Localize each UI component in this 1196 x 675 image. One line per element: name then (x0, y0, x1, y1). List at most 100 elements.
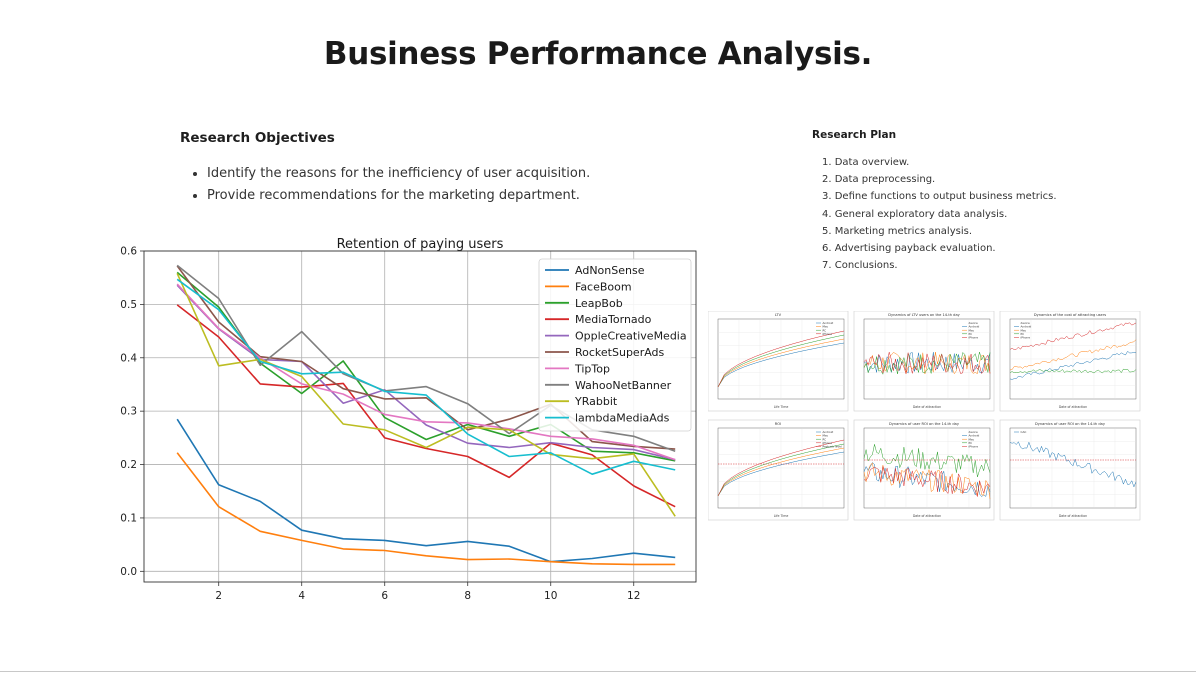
series-line-lambdaMediaAds (176, 278, 676, 475)
y-tick-label: 0.6 (120, 246, 137, 258)
x-tick-label: 6 (381, 590, 388, 602)
thumbnail-series-Mac (863, 351, 991, 375)
legend-label-WahooNetBanner: WahooNetBanner (575, 379, 672, 392)
objectives-heading: Research Objectives (180, 130, 335, 146)
plan-item: 3. Define functions to output business m… (822, 191, 1057, 203)
thumbnail-series-iPhone (863, 466, 991, 497)
legend-label-YRabbit: YRabbit (574, 395, 618, 408)
x-tick-label: 8 (464, 590, 471, 602)
thumbnail-legend-label: Payback level (823, 445, 842, 449)
plan-item: 5. Marketing metrics analysis. (822, 225, 972, 237)
thumbnail-legend-label: Mac (969, 437, 975, 441)
legend-box (538, 258, 692, 432)
thumbnail-legend-label: iPhone (969, 445, 979, 449)
thumbnail-panel: Dynamics of user ROI on the 14-th day Dat… (853, 419, 995, 521)
legend-label-OppleCreativeMedia: OppleCreativeMedia (575, 330, 687, 343)
plan-heading: Research Plan (812, 129, 897, 141)
thumbnail-legend-label: Android (823, 430, 834, 434)
thumbnail-series-iPhone (1009, 322, 1137, 350)
legend-label-lambdaMediaAds: lambdaMediaAds (575, 412, 670, 425)
thumbnail-series-PC (717, 443, 845, 497)
x-tick-label: 4 (298, 590, 305, 602)
thumbnail-legend-label: iPhone (1021, 336, 1031, 340)
thumbnail-frame (999, 419, 1141, 521)
thumbnail-legend-label: device (1021, 321, 1030, 325)
y-tick-label: 0.5 (120, 299, 137, 311)
thumbnail-series-PC (863, 444, 991, 478)
legend-label-FaceBoom: FaceBoom (575, 280, 632, 293)
thumbnail-series-PC (1009, 368, 1137, 374)
series-line-RocketSuperAds (176, 265, 676, 450)
objectives-list: Identify the reasons for the inefficienc… (189, 163, 590, 207)
legend-label-AdNonSense: AdNonSense (575, 264, 645, 277)
thumbnail-legend-label: Android (1021, 325, 1032, 329)
thumbnail-title: ROI (775, 422, 781, 426)
thumbnail-title: LTV (775, 313, 782, 317)
plan-item: 1. Data overview. (822, 157, 910, 168)
thumbnail-legend-label: Android (969, 434, 980, 438)
thumbnail-series-PC (863, 351, 991, 375)
thumbnail-xlabel: Date of attraction (1059, 405, 1087, 409)
chart-title: Retention of paying users (337, 237, 504, 252)
thumbnail-xlabel: Life Time (774, 514, 789, 518)
thumbnail-panel: Dynamics of LTV users on the 14-th day Da… (853, 311, 995, 412)
legend-label-RocketSuperAds: RocketSuperAds (575, 346, 665, 359)
thumbnail-series-Mac (717, 447, 845, 497)
thumbnail-series-Mac (717, 338, 845, 388)
thumbnail-panel: Dynamics of the cost of attracting users… (999, 311, 1141, 412)
thumbnail-series-Android (717, 342, 845, 388)
plan-item: 7. Conclusions. (822, 260, 898, 272)
thumbnail-series-iPhone (717, 330, 845, 388)
thumbnail-frame (853, 419, 995, 521)
y-tick-label: 0.2 (120, 459, 137, 471)
objective-item: Provide recommendations for the marketin… (207, 185, 590, 207)
thumbnail-panel: Dynamics of user ROI on the 14-th day Dat… (999, 419, 1141, 521)
thumbnail-series-PC (717, 334, 845, 388)
thumbnail-legend-label: iPhone (823, 332, 833, 336)
thumbnail-legend-label: Mac (969, 328, 975, 332)
thumbnail-title: Dynamics of user ROI on the 14-th day (1035, 422, 1106, 426)
series-line-LeapBob (176, 271, 676, 462)
thumbnail-xlabel: Life Time (774, 405, 789, 409)
thumbnail-legend-label: PC (969, 441, 973, 445)
thumbnail-series-iPhone (717, 439, 845, 497)
plan-item: 4. General exploratory data analysis. (822, 208, 1008, 220)
plot-frame (143, 250, 697, 583)
thumbnail-legend-label: device (969, 430, 978, 434)
y-tick-label: 0.3 (120, 406, 137, 418)
thumbnail-legend-label: iPhone (823, 441, 833, 445)
thumbnail-frame (999, 311, 1141, 412)
y-tick-label: 0.1 (120, 512, 137, 524)
plan-item: 6. Advertising payback evaluation. (822, 243, 996, 255)
thumbnail-legend-label: Android (823, 321, 834, 325)
thumbnail-xlabel: Date of attraction (1059, 514, 1087, 518)
thumbnail-frame (708, 311, 849, 412)
legend-label-LeapBob: LeapBob (575, 297, 623, 310)
thumbnail-series-Android (1009, 350, 1137, 380)
thumbnail-legend-label: Mac (1021, 328, 1027, 332)
x-tick-label: 12 (627, 590, 640, 602)
plan-list: 1. Data overview. 2. Data preprocessing.… (822, 154, 1057, 274)
plan-item: 2. Data preprocessing. (822, 174, 936, 186)
thumbnail-xlabel: Date of attraction (913, 514, 941, 518)
series-line-AdNonSense (176, 418, 676, 563)
thumbnail-legend-label: Mac (823, 434, 829, 438)
thumbnail-legend-label: iPhone (969, 336, 979, 340)
y-tick-label: 0.0 (120, 566, 137, 578)
objective-item: Identify the reasons for the inefficienc… (207, 163, 590, 185)
thumbnail-title: Dynamics of the cost of attracting users (1034, 313, 1106, 317)
thumbnail-legend-label: PC (823, 328, 827, 332)
thumbnail-series-CAC (1009, 441, 1137, 488)
thumbnail-series-iPhone (863, 351, 991, 374)
thumbnail-legend-label: device (969, 321, 978, 325)
thumbnail-legend-label: CAC (1021, 430, 1027, 434)
series-line-TipTop (176, 283, 676, 461)
thumbnail-series-Android (863, 462, 991, 497)
thumbnail-legend-label: PC (969, 332, 973, 336)
legend-label-MediaTornado: MediaTornado (575, 313, 652, 326)
y-tick-label: 0.4 (120, 352, 137, 364)
thumbnail-xlabel: Date of attraction (913, 405, 941, 409)
